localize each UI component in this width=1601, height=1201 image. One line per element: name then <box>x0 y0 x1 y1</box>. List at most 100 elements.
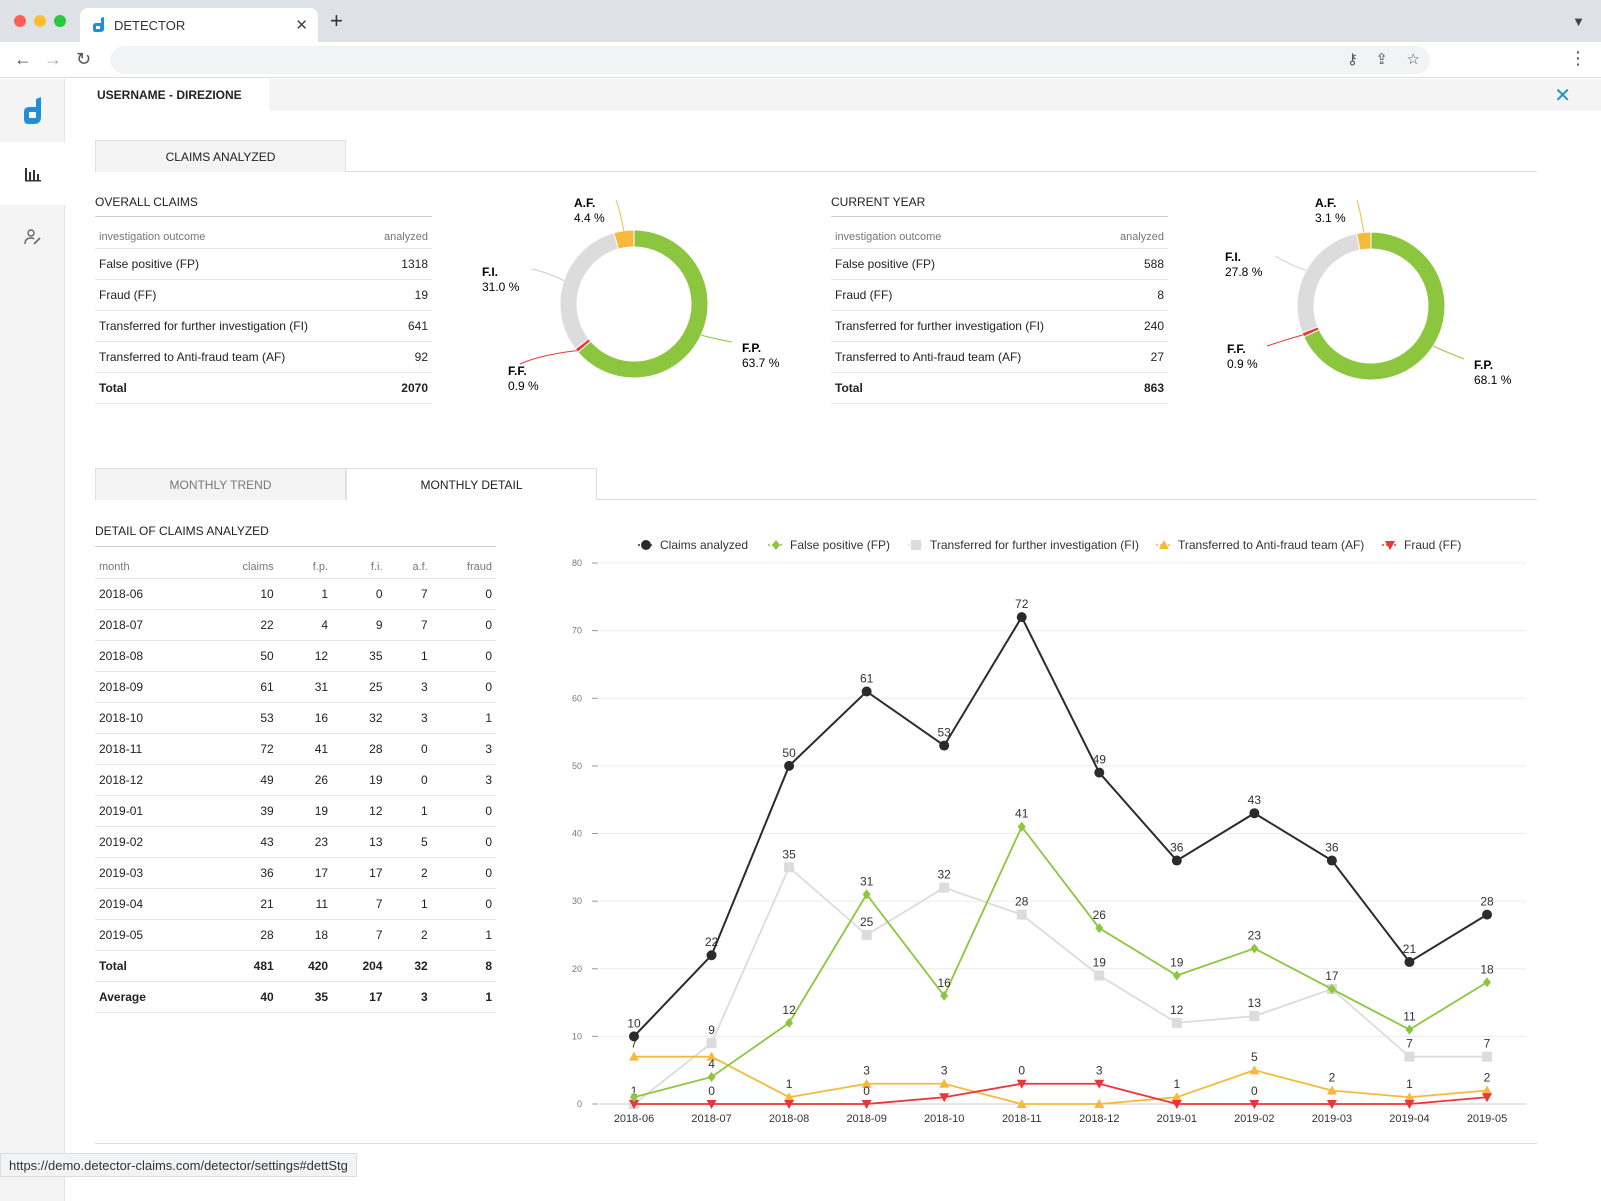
share-icon[interactable]: ⇪ <box>1375 51 1388 68</box>
data-point[interactable] <box>939 740 950 751</box>
reload-icon[interactable]: ↻ <box>76 49 92 69</box>
table-row: Transferred for further investigation (F… <box>95 310 432 342</box>
data-point[interactable] <box>1094 1099 1105 1108</box>
key-icon[interactable]: ⚷ <box>1347 51 1358 68</box>
data-point[interactable] <box>1094 1079 1105 1089</box>
data-point[interactable] <box>861 686 872 697</box>
window-close-button[interactable] <box>14 15 26 27</box>
browser-tab[interactable]: DETECTOR ✕ <box>80 8 318 42</box>
data-point[interactable] <box>1405 1024 1414 1035</box>
data-point[interactable] <box>1483 977 1491 988</box>
chevron-down-icon[interactable]: ▼ <box>1572 14 1585 29</box>
data-point[interactable] <box>1326 855 1337 866</box>
data-point[interactable] <box>862 889 871 900</box>
data-point[interactable] <box>1404 1100 1415 1109</box>
data-point[interactable] <box>630 1092 638 1103</box>
window-minimize-button[interactable] <box>34 15 46 27</box>
data-point[interactable] <box>784 1092 795 1102</box>
tab-close-icon[interactable]: ✕ <box>295 17 308 34</box>
donut-slice-af[interactable] <box>613 229 635 250</box>
cell-month: 2018-09 <box>95 671 202 703</box>
sidebar-item-users[interactable] <box>0 205 65 268</box>
data-point[interactable] <box>1249 1100 1260 1109</box>
data-point[interactable] <box>1016 612 1027 623</box>
browser-menu-icon[interactable]: ⋮ <box>1569 48 1587 68</box>
tab-monthly-detail[interactable]: MONTHLY DETAIL <box>346 468 597 500</box>
data-point[interactable] <box>1482 1085 1492 1095</box>
data-point[interactable] <box>1094 970 1105 981</box>
data-point[interactable] <box>1171 1100 1182 1109</box>
cell-claims: 61 <box>201 671 278 703</box>
data-point[interactable] <box>784 1100 795 1109</box>
data-point[interactable] <box>861 1100 872 1109</box>
data-point[interactable] <box>706 950 717 961</box>
data-point[interactable] <box>785 1017 794 1028</box>
window-maximize-button[interactable] <box>54 15 66 27</box>
data-point[interactable] <box>784 760 795 771</box>
donut-slice-fp[interactable] <box>577 229 709 379</box>
cell-fi: 32 <box>332 702 387 734</box>
data-point[interactable] <box>1171 1092 1182 1102</box>
data-point[interactable] <box>1249 1011 1260 1022</box>
data-point[interactable] <box>1326 1100 1337 1109</box>
data-point[interactable] <box>1327 984 1336 995</box>
close-icon[interactable]: ✕ <box>1554 85 1571 107</box>
data-point[interactable] <box>629 1100 639 1109</box>
data-point[interactable] <box>706 1051 717 1061</box>
data-point[interactable] <box>861 1078 872 1088</box>
data-point[interactable] <box>1016 909 1027 920</box>
data-point[interactable] <box>629 1031 639 1042</box>
data-point[interactable] <box>861 929 872 940</box>
donut-slice-fp[interactable] <box>1303 231 1446 381</box>
data-point[interactable] <box>707 1071 716 1082</box>
forward-arrow-icon[interactable]: → <box>44 49 62 69</box>
legend-item[interactable]: False positive (FP) <box>768 538 890 552</box>
data-point[interactable] <box>939 1078 950 1088</box>
data-point[interactable] <box>1404 1092 1415 1102</box>
legend-item[interactable]: Fraud (FF) <box>1382 538 1461 552</box>
data-point[interactable] <box>1094 767 1105 778</box>
donut-slice-fi[interactable] <box>1296 232 1361 334</box>
sidebar-item-statistics[interactable] <box>0 142 65 205</box>
data-point[interactable] <box>1017 821 1026 832</box>
data-point[interactable] <box>1482 1093 1492 1103</box>
donut-leader-line <box>1356 199 1365 233</box>
legend-item[interactable]: Transferred for further investigation (F… <box>908 538 1139 552</box>
address-bar[interactable]: ⚷ ⇪ ☆ <box>110 46 1430 74</box>
data-label: 36 <box>1325 841 1339 855</box>
data-point[interactable] <box>1482 909 1492 920</box>
data-point[interactable] <box>1404 1051 1415 1062</box>
tab-claims-analyzed[interactable]: CLAIMS ANALYZED <box>95 140 346 172</box>
legend-item[interactable]: Claims analyzed <box>638 538 748 552</box>
data-point[interactable] <box>706 1038 717 1049</box>
data-point[interactable] <box>1404 956 1415 967</box>
legend-item[interactable]: Transferred to Anti-fraud team (AF) <box>1156 538 1364 552</box>
data-point[interactable] <box>1171 855 1182 866</box>
data-point[interactable] <box>784 862 795 873</box>
data-point[interactable] <box>706 1100 717 1109</box>
data-point[interactable] <box>1095 923 1104 934</box>
data-point[interactable] <box>940 990 949 1001</box>
data-point[interactable] <box>1172 970 1181 981</box>
data-point[interactable] <box>939 882 950 893</box>
data-label: 26 <box>1093 908 1107 922</box>
data-point[interactable] <box>1016 1079 1027 1089</box>
data-point[interactable] <box>1249 1065 1260 1075</box>
tab-monthly-trend[interactable]: MONTHLY TREND <box>95 468 346 500</box>
donut-slice-af[interactable] <box>1356 231 1372 251</box>
legend-label: False positive (FP) <box>790 538 890 552</box>
data-point[interactable] <box>939 1093 950 1103</box>
data-point[interactable] <box>1171 1017 1182 1028</box>
back-arrow-icon[interactable]: ← <box>14 49 32 69</box>
data-point[interactable] <box>1016 1099 1027 1108</box>
data-point[interactable] <box>1482 1051 1492 1062</box>
new-tab-icon[interactable]: + <box>330 8 343 33</box>
bookmark-star-icon[interactable]: ☆ <box>1406 51 1420 68</box>
donut-slice-fi[interactable] <box>559 232 620 350</box>
data-point[interactable] <box>1249 808 1260 819</box>
data-point[interactable] <box>1250 943 1259 954</box>
donut-label: F.F. <box>1227 342 1246 356</box>
data-point[interactable] <box>629 1051 639 1061</box>
sidebar-logo[interactable] <box>0 79 65 142</box>
data-point[interactable] <box>1326 1085 1337 1095</box>
